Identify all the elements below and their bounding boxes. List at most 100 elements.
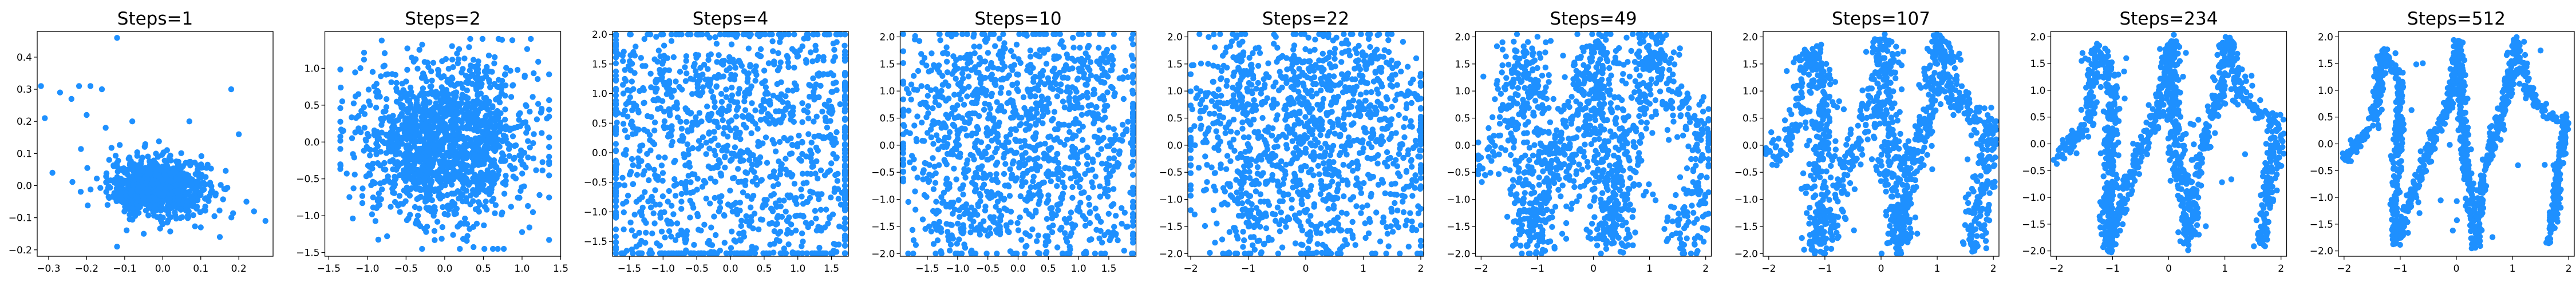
subplot-3: Steps=4−1.5 −1.0 −0.5 0.0 0.5 1.0 1.5−1.5−1.0−… bbox=[584, 9, 849, 275]
scatter-point bbox=[762, 90, 769, 97]
scatter-point bbox=[393, 85, 400, 92]
scatter-point bbox=[716, 157, 722, 164]
scatter-point bbox=[738, 217, 745, 224]
scatter-point bbox=[1123, 128, 1129, 134]
scatter-point bbox=[804, 109, 811, 116]
scatter-point bbox=[424, 169, 430, 176]
scatter-point bbox=[496, 167, 502, 174]
scatter-point bbox=[833, 129, 840, 136]
scatter-point bbox=[651, 166, 658, 173]
scatter-point bbox=[157, 166, 164, 173]
scatter-point bbox=[1085, 194, 1092, 201]
scatter-point bbox=[613, 211, 619, 217]
scatter-point bbox=[939, 200, 946, 206]
scatter-point bbox=[384, 96, 390, 102]
scatter-point bbox=[1090, 184, 1096, 190]
scatter-point bbox=[367, 146, 374, 153]
scatter-point bbox=[197, 209, 203, 216]
scatter-point bbox=[930, 141, 937, 147]
scatter-point bbox=[408, 176, 414, 182]
scatter-point bbox=[477, 201, 483, 208]
scatter-point bbox=[626, 99, 633, 106]
scatter-point bbox=[828, 104, 835, 110]
scatter-point bbox=[688, 179, 694, 185]
scatter-point bbox=[622, 107, 629, 114]
scatter-point bbox=[841, 188, 848, 194]
scatter-point bbox=[1079, 137, 1086, 143]
scatter-point bbox=[841, 168, 848, 174]
scatter-point bbox=[1113, 231, 1119, 237]
scatter-point bbox=[407, 212, 413, 218]
scatter-point bbox=[627, 31, 633, 38]
scatter-point bbox=[716, 208, 722, 214]
scatter-point bbox=[788, 173, 795, 180]
scatter-point bbox=[463, 105, 469, 112]
scatter-point bbox=[731, 237, 737, 244]
scatter-point bbox=[465, 141, 472, 148]
scatter-point bbox=[346, 194, 353, 200]
scatter-point bbox=[613, 31, 619, 38]
scatter-point bbox=[659, 193, 666, 200]
scatter-point bbox=[509, 166, 516, 172]
x-tick-label: −1.0 bbox=[355, 263, 379, 275]
scatter-point bbox=[944, 150, 951, 157]
scatter-point bbox=[730, 201, 737, 208]
scatter-point bbox=[821, 224, 828, 231]
scatter-point bbox=[507, 67, 513, 74]
scatter-point bbox=[987, 105, 994, 112]
scatter-point bbox=[147, 161, 153, 168]
scatter-point bbox=[627, 52, 634, 58]
scatter-point bbox=[971, 208, 978, 214]
scatter-point bbox=[683, 118, 690, 125]
scatter-point bbox=[749, 100, 755, 106]
scatter-point bbox=[945, 229, 951, 235]
scatter-point bbox=[1061, 66, 1068, 72]
scatter-point bbox=[778, 163, 784, 169]
scatter-point bbox=[785, 64, 792, 70]
scatter-point bbox=[977, 76, 983, 82]
scatter-point bbox=[1111, 31, 1117, 37]
scatter-point bbox=[1122, 67, 1129, 74]
scatter-point bbox=[221, 186, 227, 192]
scatter-point bbox=[153, 166, 160, 173]
scatter-point bbox=[379, 186, 385, 193]
scatter-point bbox=[661, 42, 667, 49]
scatter-point bbox=[1057, 31, 1063, 37]
scatter-point bbox=[730, 75, 736, 82]
scatter-point bbox=[799, 243, 805, 249]
scatter-point bbox=[694, 85, 701, 91]
scatter-point bbox=[1060, 172, 1066, 178]
scatter-point bbox=[657, 53, 663, 59]
scatter-point bbox=[470, 187, 476, 193]
scatter-point bbox=[749, 118, 756, 124]
scatter-point bbox=[841, 72, 848, 79]
scatter-point bbox=[735, 104, 741, 110]
scatter-point bbox=[817, 167, 824, 173]
scatter-point bbox=[695, 145, 702, 152]
scatter-point bbox=[155, 181, 161, 187]
scatter-point bbox=[993, 204, 999, 210]
scatter-point bbox=[486, 145, 492, 151]
scatter-point bbox=[1041, 81, 1048, 88]
scatter-point bbox=[477, 76, 484, 82]
scatter-point bbox=[390, 166, 396, 173]
scatter-point bbox=[799, 100, 805, 106]
scatter-point bbox=[1016, 160, 1022, 166]
scatter-point bbox=[175, 197, 181, 204]
scatter-point bbox=[703, 140, 709, 146]
scatter-point bbox=[251, 208, 257, 214]
x-tick-label: 0.2 bbox=[231, 263, 247, 275]
scatter-point bbox=[369, 69, 376, 75]
scatter-point bbox=[646, 250, 653, 256]
scatter-point bbox=[728, 150, 735, 157]
scatter-point bbox=[909, 227, 916, 233]
scatter-point bbox=[735, 90, 742, 97]
scatter-point bbox=[926, 68, 932, 75]
scatter-point bbox=[1008, 47, 1014, 54]
scatter-point bbox=[1120, 76, 1126, 82]
scatter-point bbox=[388, 79, 394, 85]
scatter-point bbox=[531, 70, 537, 77]
scatter-point bbox=[411, 144, 417, 150]
scatter-point bbox=[487, 84, 493, 90]
scatter-point bbox=[481, 245, 488, 252]
